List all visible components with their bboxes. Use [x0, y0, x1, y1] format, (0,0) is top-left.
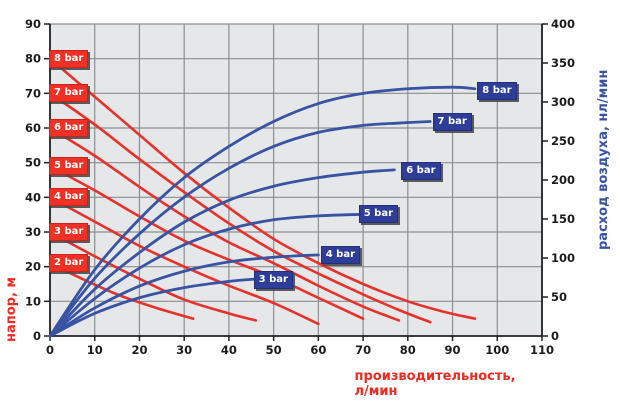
y-left-tick-label: 90 [25, 17, 41, 31]
x-tick-label: 80 [400, 343, 416, 357]
y-right-tick-label: 400 [551, 17, 575, 31]
x-tick-label: 0 [46, 343, 54, 357]
x-tick-label: 110 [530, 343, 554, 357]
label-head-8bar: 8 bar [49, 49, 89, 68]
series-curve-air-6bar [48, 168, 396, 338]
y-left-tick-label: 20 [25, 260, 41, 274]
x-axis-title: производительность, л/мин [354, 369, 516, 399]
label-head-2bar: 2 bar [49, 254, 89, 273]
label-air-8bar: 8 bar [477, 82, 517, 101]
y-right-tick-label: 150 [551, 212, 575, 226]
plot-area [50, 24, 542, 336]
series-curve-head-8bar [48, 57, 477, 320]
y-left-tick-label: 0 [33, 329, 41, 343]
label-air-6bar: 6 bar [401, 161, 441, 180]
y-right-tick-label: 50 [551, 290, 567, 304]
series-curve-head-6bar [48, 126, 401, 322]
y-right-tick-label: 350 [551, 56, 575, 70]
y-left-tick-label: 60 [25, 121, 41, 135]
label-air-7bar: 7 bar [432, 113, 472, 132]
y-left-tick-label: 80 [25, 52, 41, 66]
y-left-tick-label: 50 [25, 156, 41, 170]
series-curve-head-5bar [48, 164, 365, 320]
y-right-tick-label: 100 [551, 251, 575, 265]
label-head-5bar: 5 bar [49, 157, 89, 176]
y-left-tick-label: 10 [25, 294, 41, 308]
x-tick-label: 40 [221, 343, 237, 357]
label-head-7bar: 7 bar [49, 84, 89, 103]
y-left-tick-label: 30 [25, 225, 41, 239]
y-right-axis-title: расход воздуха, нл/мин [596, 69, 611, 250]
series-curve-air-8bar [48, 85, 477, 338]
y-left-tick-label: 40 [25, 190, 41, 204]
label-air-4bar: 4 bar [320, 245, 360, 264]
label-head-6bar: 6 bar [49, 119, 89, 137]
y-right-tick-label: 250 [551, 134, 575, 148]
x-tick-label: 50 [266, 343, 282, 357]
series-curve-air-3bar [48, 277, 258, 338]
series-curve-head-3bar [48, 230, 258, 322]
label-head-4bar: 4 bar [49, 188, 89, 207]
y-left-axis-title: напор, м [4, 276, 19, 342]
label-head-3bar: 3 bar [49, 223, 89, 241]
y-right-tick-label: 0 [551, 329, 559, 343]
x-tick-label: 20 [131, 343, 147, 357]
x-tick-label: 90 [445, 343, 461, 357]
series-curve-head-4bar [48, 196, 320, 326]
x-tick-label: 30 [176, 343, 192, 357]
label-air-5bar: 5 bar [358, 205, 399, 224]
x-tick-label: 10 [87, 343, 103, 357]
y-right-tick-label: 300 [551, 95, 575, 109]
series-curve-head-7bar [48, 92, 432, 324]
label-air-3bar: 3 bar [253, 270, 293, 289]
x-tick-label: 60 [310, 343, 326, 357]
series-curve-head-2bar [48, 261, 195, 320]
x-tick-label: 100 [485, 343, 509, 357]
series-curve-air-4bar [48, 253, 320, 338]
series-curve-air-7bar [48, 120, 432, 338]
x-tick-label: 70 [355, 343, 371, 357]
y-right-tick-label: 200 [551, 173, 575, 187]
y-left-tick-label: 70 [25, 86, 41, 100]
series-curve-air-5bar [48, 212, 365, 338]
